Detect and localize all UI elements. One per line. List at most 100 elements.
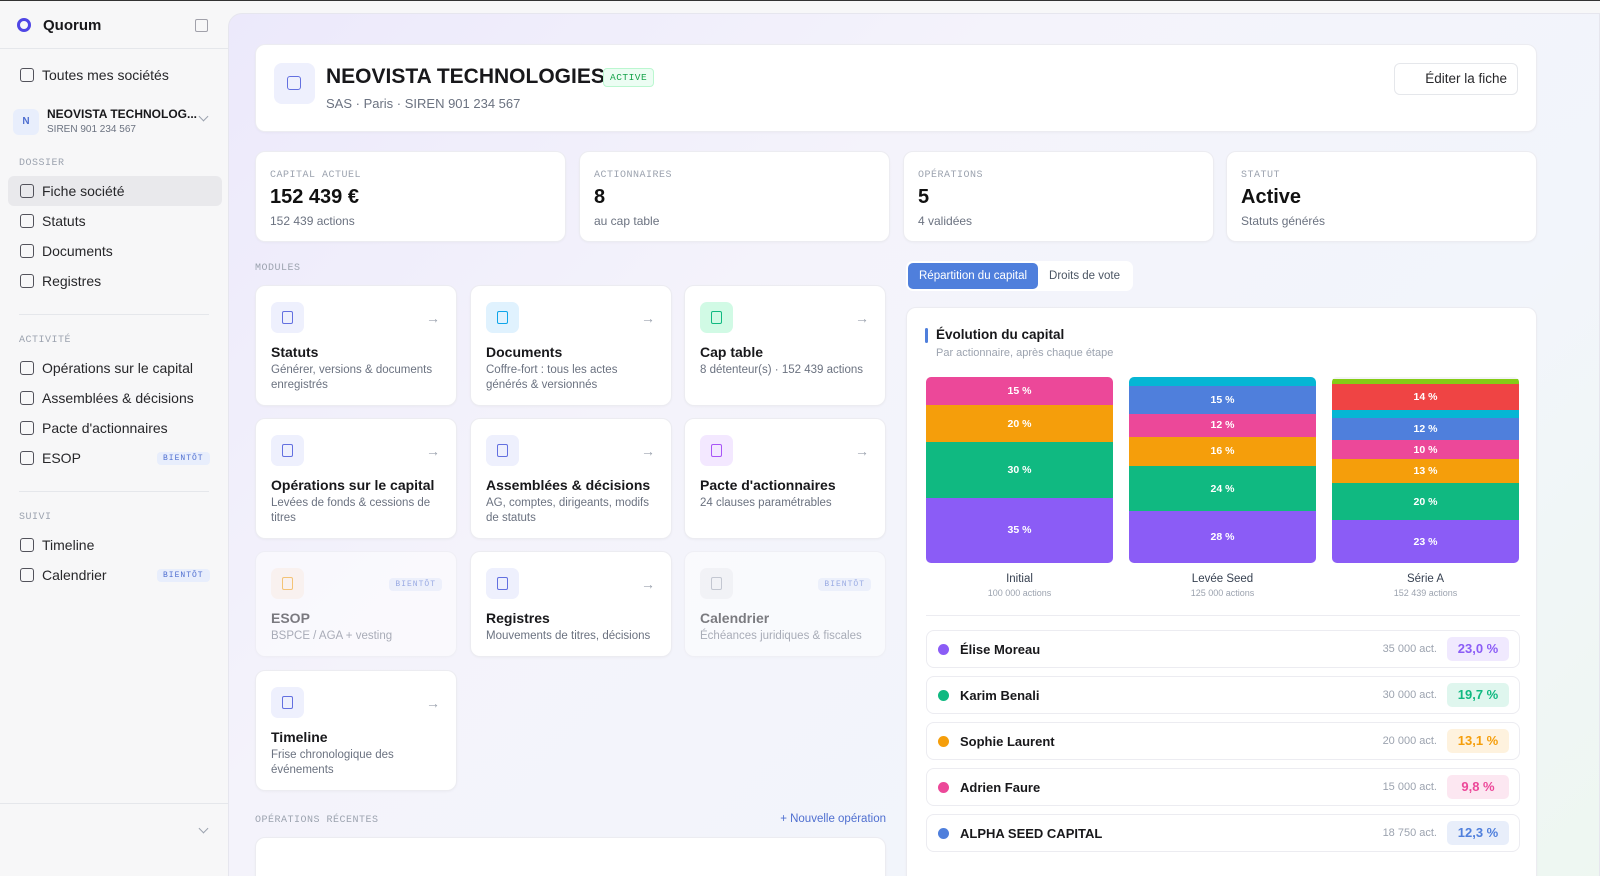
nav-item[interactable]: Pacte d'actionnaires <box>42 420 168 436</box>
nav-item[interactable]: ESOP <box>42 450 81 466</box>
stat-value: 8 <box>594 186 606 208</box>
nav-icon <box>20 68 34 82</box>
segment-label: 10 % <box>1413 443 1438 456</box>
shareholder-row[interactable]: Élise Moreau 35 000 act. 23,0 % <box>926 630 1520 668</box>
nav-item[interactable]: Calendrier <box>42 567 107 583</box>
segment-label: 20 % <box>1413 495 1438 508</box>
tab[interactable]: Droits de vote <box>1049 270 1120 282</box>
shareholder-dot <box>938 828 949 839</box>
bar-sub: 100 000 actions <box>987 588 1052 598</box>
company-name[interactable]: NEOVISTA TECHNOLOG... <box>47 107 198 121</box>
stacked-bar: 23 % 20 % 13 % 10 % 12 % 14 % <box>1332 377 1519 563</box>
company-icon <box>274 63 315 104</box>
bar-segment: 20 % <box>1332 483 1519 521</box>
module-title: Pacte d'actionnaires <box>700 477 836 493</box>
shareholder-shares: 30 000 act. <box>1382 689 1437 701</box>
shareholder-shares: 15 000 act. <box>1382 781 1437 793</box>
edit-button[interactable]: Éditer la fiche <box>1394 63 1518 95</box>
shareholder-shares: 35 000 act. <box>1382 643 1437 655</box>
module-card[interactable]: Registres Mouvements de titres, décisions… <box>470 551 672 657</box>
nav-item[interactable]: Assemblées & décisions <box>42 390 194 406</box>
bar-segment: 16 % <box>1129 436 1316 467</box>
arrow: → <box>855 310 869 326</box>
shareholder-name: Sophie Laurent <box>960 734 1055 749</box>
shareholder-name: Adrien Faure <box>960 780 1041 795</box>
module-desc: 8 détenteur(s) · 152 439 actions <box>700 364 864 376</box>
soon-badge: BIENTÔT <box>818 578 871 591</box>
module-card[interactable]: Assemblées & décisions AG, comptes, dirig… <box>470 418 672 539</box>
module-icon-glyph <box>497 577 508 590</box>
module-title: Opérations sur le capital <box>271 477 435 493</box>
main-panel: NEOVISTA TECHNOLOGIES ACTIVE SAS · Paris ·… <box>228 13 1600 876</box>
nav-item[interactable]: Timeline <box>42 537 95 553</box>
new-operation-link[interactable]: + Nouvelle opération <box>780 813 886 825</box>
module-card[interactable]: Timeline Frise chronologique des événemen… <box>255 670 457 791</box>
chart-title: Évolution du capital <box>936 327 1065 342</box>
shareholder-row[interactable]: Sophie Laurent 20 000 act. 13,1 % <box>926 722 1520 760</box>
sidebar: Quorum Toutes mes sociétés N NEOVISTA TECHN… <box>0 1 228 876</box>
module-card[interactable]: Documents Coffre-fort : tous les actes gé… <box>470 285 672 406</box>
stat-sub: 4 validées <box>918 214 973 228</box>
nav-icon <box>20 538 34 552</box>
module-card[interactable]: Cap table 8 détenteur(s) · 152 439 action… <box>684 285 886 406</box>
module-card[interactable]: Opérations sur le capital Levées de fonds… <box>255 418 457 539</box>
arrow: → <box>426 695 440 711</box>
tab[interactable]: Répartition du capital <box>908 263 1039 289</box>
module-desc: Générer, versions & documents enregistré… <box>271 364 433 391</box>
stat-value: 5 <box>918 186 930 208</box>
shareholder-row[interactable]: Karim Benali 30 000 act. 19,7 % <box>926 676 1520 714</box>
module-title: ESOP <box>271 610 310 626</box>
module-card[interactable]: ESOP BSPCE / AGA + vesting BIENTÔT <box>255 551 457 657</box>
nav-item[interactable]: Statuts <box>42 213 86 229</box>
nav-item[interactable]: Toutes mes sociétés <box>42 67 169 83</box>
segment-label: 35 % <box>1007 524 1032 537</box>
nav-item[interactable]: Documents <box>42 243 113 259</box>
segment-label: 15 % <box>1210 394 1235 407</box>
stat-label: CAPITAL ACTUEL <box>270 170 362 181</box>
shareholder-dot <box>938 736 949 747</box>
company-title: NEOVISTA TECHNOLOGIES <box>326 65 605 88</box>
nav-icon <box>20 391 34 405</box>
module-card[interactable]: Pacte d'actionnaires 24 clauses paramétra… <box>684 418 886 539</box>
module-title: Calendrier <box>700 610 770 626</box>
shareholder-name: ALPHA SEED CAPITAL <box>960 826 1103 841</box>
module-icon <box>700 435 733 466</box>
nav-item[interactable]: Opérations sur le capital <box>42 360 193 376</box>
divider <box>19 491 209 492</box>
bar-segment: 10 % <box>1332 440 1519 459</box>
bar-segment <box>1332 378 1519 385</box>
module-card[interactable]: Calendrier Échéances juridiques & fiscale… <box>684 551 886 657</box>
stat-value: 152 439 € <box>270 186 359 208</box>
arrow: → <box>426 310 440 326</box>
shareholder-row[interactable]: Adrien Faure 15 000 act. 9,8 % <box>926 768 1520 806</box>
module-icon-glyph <box>711 577 722 590</box>
stat-sub: 152 439 actions <box>270 214 355 228</box>
nav-icon <box>20 451 34 465</box>
nav-icon <box>20 244 34 258</box>
nav-icon <box>20 274 34 288</box>
shareholder-pct: 13,1 % <box>1447 729 1509 753</box>
module-icon <box>486 568 519 599</box>
bar-segment: 23 % <box>1332 520 1519 563</box>
module-icon-glyph <box>282 577 293 590</box>
module-card[interactable]: Statuts Générer, versions & documents enr… <box>255 285 457 406</box>
nav-item[interactable]: Fiche société <box>8 176 222 206</box>
segment-label: 16 % <box>1210 445 1235 458</box>
module-icon-glyph <box>497 311 508 324</box>
bar-segment <box>1332 410 1519 418</box>
collapse-button[interactable] <box>195 19 208 32</box>
shareholder-pct: 23,0 % <box>1447 637 1509 661</box>
shareholder-row[interactable]: ALPHA SEED CAPITAL 18 750 act. 12,3 % <box>926 814 1520 852</box>
divider <box>19 314 209 315</box>
bar-segment: 12 % <box>1332 417 1519 441</box>
nav-item[interactable]: Registres <box>42 273 102 289</box>
chevron[interactable] <box>198 111 209 122</box>
module-title: Cap table <box>700 344 764 360</box>
module-icon-glyph <box>282 311 293 324</box>
module-icon <box>486 302 519 333</box>
arrow: → <box>641 443 655 459</box>
segment-label: 15 % <box>1007 384 1032 397</box>
chevron[interactable] <box>198 823 209 834</box>
soon-badge: BIENTÔT <box>157 452 210 465</box>
